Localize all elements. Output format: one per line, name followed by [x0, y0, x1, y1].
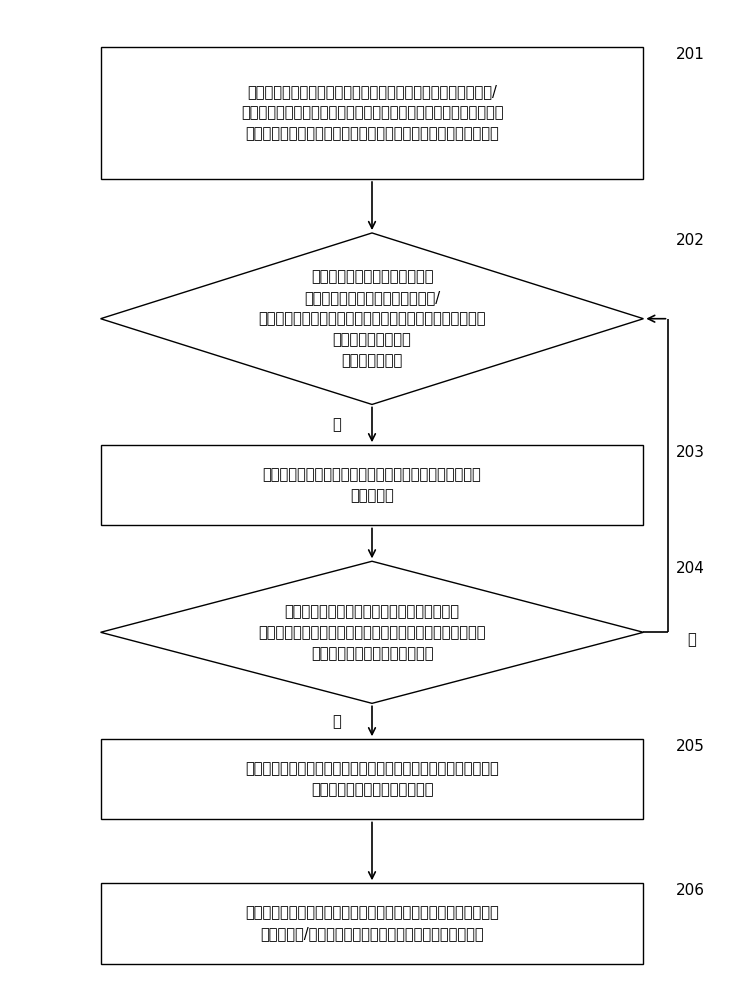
- Text: 203: 203: [676, 445, 705, 460]
- Text: 确定个体发生一次吸烟行为，并保存该次吸烟行为对应的
第一时间点: 确定个体发生一次吸烟行为，并保存该次吸烟行为对应的 第一时间点: [263, 467, 481, 503]
- Polygon shape: [100, 561, 644, 703]
- Text: 206: 206: [676, 883, 705, 898]
- Polygon shape: [100, 233, 644, 404]
- Text: 监测个体的手臂每当处于静止状态时手臂和下臂之间的夹角，和/
或，监测个体的手臂每当处于静止状态时的时间点以及每当从静止状
态变为运动状态时的时间点，并分别作为第: 监测个体的手臂每当处于静止状态时手臂和下臂之间的夹角，和/ 或，监测个体的手臂每…: [241, 84, 503, 141]
- Text: 201: 201: [676, 47, 705, 62]
- Text: 是: 是: [332, 714, 341, 729]
- Text: 204: 204: [676, 561, 705, 576]
- Text: 205: 205: [676, 739, 705, 754]
- Text: 是: 是: [332, 417, 341, 432]
- Text: 判断所述上臂和下臂之间的夹角
是否满足预设的手臂夹角条件，和/
或，判断所述第二时间点与所述第一时间点的差值是否满足
针对每吸一口烟预设
的吸烟时长条件: 判断所述上臂和下臂之间的夹角 是否满足预设的手臂夹角条件，和/ 或，判断所述第二…: [258, 269, 486, 368]
- Text: 统计判断出的差值满足预设的相邻两次吸烟行为时间间隔条件的所
有相邻两个第一时间点的总个数: 统计判断出的差值满足预设的相邻两次吸烟行为时间间隔条件的所 有相邻两个第一时间点…: [245, 761, 499, 797]
- Text: 202: 202: [676, 233, 705, 248]
- Bar: [100, 445, 644, 525]
- Text: 在个体发生吸烟行为时对应的第一时间点中，
依次判断每一对相邻两个第一时间点的差值是否满足预设的
相邻两次吸烟行为时间间隔条件: 在个体发生吸烟行为时对应的第一时间点中， 依次判断每一对相邻两个第一时间点的差值…: [258, 604, 486, 661]
- Text: 按照公式（总个数中的最后一个第一时间点－总个数中的第一个第
一时间点）/总个数，计算个体针对一根烟的平均吸入频率: 按照公式（总个数中的最后一个第一时间点－总个数中的第一个第 一时间点）/总个数，…: [245, 905, 499, 941]
- Bar: [100, 47, 644, 179]
- Bar: [100, 883, 644, 964]
- Text: 否: 否: [687, 632, 696, 647]
- Bar: [100, 739, 644, 819]
